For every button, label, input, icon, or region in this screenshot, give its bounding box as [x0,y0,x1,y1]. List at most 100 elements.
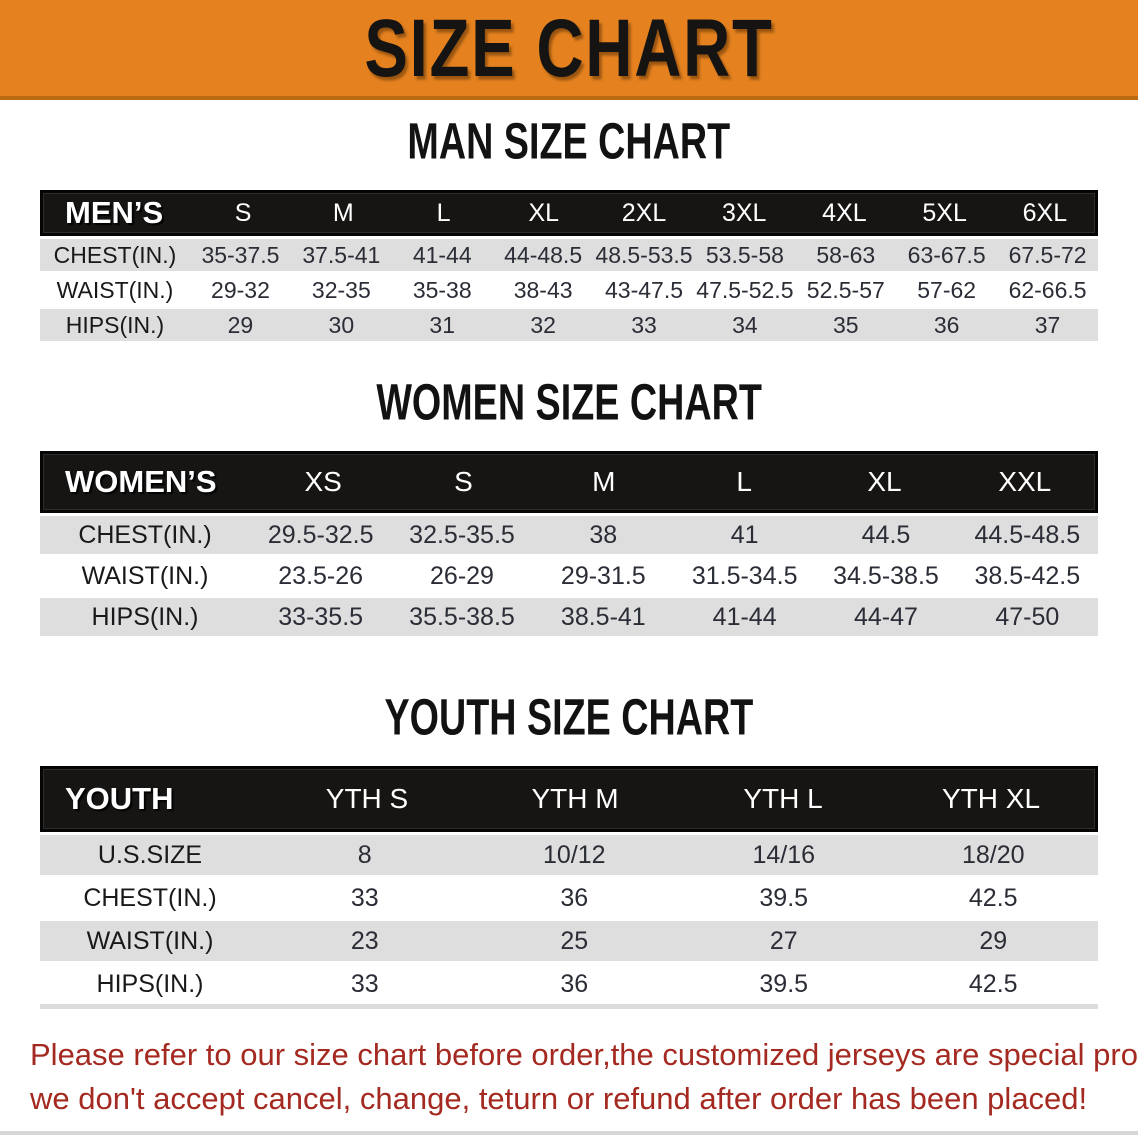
size-cell: 42.5 [968,969,1018,998]
women-table-header-row: WOMEN’S XS S M L XL XXL [40,451,1098,513]
size-cell: 44-47 [854,602,918,631]
women-section-heading-text: WOMEN SIZE CHART [376,373,762,431]
size-column-header: YTH M [531,783,619,814]
size-cell: 37.5-41 [302,241,381,268]
row-label: U.S.SIZE [97,840,203,869]
size-cell: 32.5-35.5 [409,520,515,549]
size-cell: 38.5-41 [560,602,646,631]
size-column-header: S [234,198,252,227]
size-column-header: XXL [998,466,1052,497]
size-cell: 37 [1034,311,1061,338]
size-cell: 41-44 [412,241,472,268]
row-label: HIPS(IN.) [91,602,199,631]
men-table-header-row: MEN’S S M L XL 2XL 3XL 4XL 5XL 6XL [40,190,1098,236]
size-cell: 34.5-38.5 [833,561,939,590]
size-cell: 36 [560,969,589,998]
row-label: WAIST(IN.) [81,561,209,590]
row-label: CHEST(IN.) [78,520,212,549]
disclaimer-line-2: we don't accept cancel, change, teturn o… [30,1081,1088,1116]
men-waist-row: WAIST(IN.) 29-32 32-35 35-38 38-43 43-47… [40,274,1098,306]
men-chest-row: CHEST(IN.) 35-37.5 37.5-41 41-44 44-48.5… [40,239,1098,271]
size-cell: 8 [357,840,372,869]
size-column-header: 5XL [922,198,967,227]
row-label: HIPS(IN.) [65,311,165,338]
size-cell: 30 [328,311,355,338]
size-cell: 35 [832,311,859,338]
women-section-heading: WOMEN SIZE CHART [0,373,1138,431]
women-chest-row: CHEST(IN.) 29.5-32.5 32.5-35.5 38 41 44.… [40,516,1098,554]
youth-waist-row: WAIST(IN.) 23 25 27 29 [40,921,1098,961]
size-cell: 58-63 [816,241,876,268]
size-cell: 52.5-57 [806,276,885,303]
size-cell: 32-35 [311,276,371,303]
size-cell: 35.5-38.5 [409,602,515,631]
size-cell: 23.5-26 [278,561,364,590]
banner: SIZE CHART [0,0,1138,100]
size-column-header: YTH L [743,783,823,814]
size-cell: 47.5-52.5 [696,276,794,303]
size-cell: 39.5 [759,883,809,912]
size-cell: 29 [979,926,1008,955]
women-group-label: WOMEN’S [65,464,217,499]
size-cell: 34 [732,311,758,338]
men-size-table: MEN’S S M L XL 2XL 3XL 4XL 5XL 6XL CHEST… [40,190,1098,341]
size-cell: 47-50 [995,602,1060,631]
size-column-header: YTH XL [941,783,1041,814]
row-label: CHEST(IN.) [83,883,217,912]
size-cell: 36 [933,311,960,338]
size-column-header: XL [867,466,902,497]
size-cell: 31.5-34.5 [691,561,798,590]
size-cell: 35-37.5 [201,241,280,268]
women-size-table: WOMEN’S XS S M L XL XXL CHEST(IN.) 29.5-… [40,451,1098,636]
size-column-header: S [454,466,473,497]
size-cell: 38.5-42.5 [974,561,1081,590]
men-hips-row: HIPS(IN.) 29 30 31 32 33 34 35 36 37 [40,309,1098,341]
size-cell: 38 [589,520,618,549]
size-column-header: L [436,198,451,227]
size-column-header: 3XL [721,198,767,227]
size-column-header: 6XL [1022,198,1068,227]
disclaimer-line-1: Please refer to our size chart before or… [30,1037,1138,1072]
row-label: WAIST(IN.) [56,276,174,303]
size-cell: 14/16 [752,840,816,869]
size-column-header: YTH S [325,783,409,814]
size-cell: 67.5-72 [1008,241,1087,268]
size-cell: 41-44 [712,602,777,631]
size-cell: 33 [350,969,379,998]
size-cell: 63-67.5 [907,241,986,268]
size-column-header: 2XL [621,198,667,227]
size-cell: 41 [730,520,759,549]
youth-chest-row: CHEST(IN.) 33 36 39.5 42.5 [40,878,1098,918]
size-cell: 10/12 [542,840,606,869]
youth-ussize-row: U.S.SIZE 8 10/12 14/16 18/20 [40,835,1098,875]
size-cell: 42.5 [968,883,1018,912]
men-group-label: MEN’S [65,195,164,230]
size-cell: 44.5 [861,520,911,549]
size-column-header: XL [528,198,560,227]
youth-group-label: YOUTH [65,781,174,816]
size-cell: 33 [350,883,379,912]
row-label: HIPS(IN.) [96,969,204,998]
size-column-header: 4XL [822,198,867,227]
youth-section-heading: YOUTH SIZE CHART [0,688,1138,746]
size-cell: 32 [530,311,556,338]
youth-size-table: YOUTH YTH S YTH M YTH L YTH XL U.S.SIZE … [40,766,1098,1009]
size-cell: 43-47.5 [605,276,684,303]
youth-table-header-row: YOUTH YTH S YTH M YTH L YTH XL [40,766,1098,832]
size-cell: 35-38 [412,276,472,303]
size-column-header: M [332,198,354,227]
men-section-heading-text: MAN SIZE CHART [407,112,731,170]
disclaimer-note: Please refer to our size chart before or… [0,1033,1138,1121]
banner-title: SIZE CHART [364,2,774,94]
size-cell: 44-48.5 [504,241,583,268]
size-cell: 38-43 [513,276,573,303]
size-cell: 48.5-53.5 [595,241,693,268]
size-cell: 36 [560,883,589,912]
youth-section-heading-text: YOUTH SIZE CHART [384,688,754,746]
men-section-heading: MAN SIZE CHART [0,112,1138,170]
size-cell: 33-35.5 [278,602,364,631]
size-cell: 53.5-58 [705,241,784,268]
size-cell: 18/20 [961,840,1025,869]
row-label: WAIST(IN.) [86,926,214,955]
size-cell: 33 [631,311,657,338]
